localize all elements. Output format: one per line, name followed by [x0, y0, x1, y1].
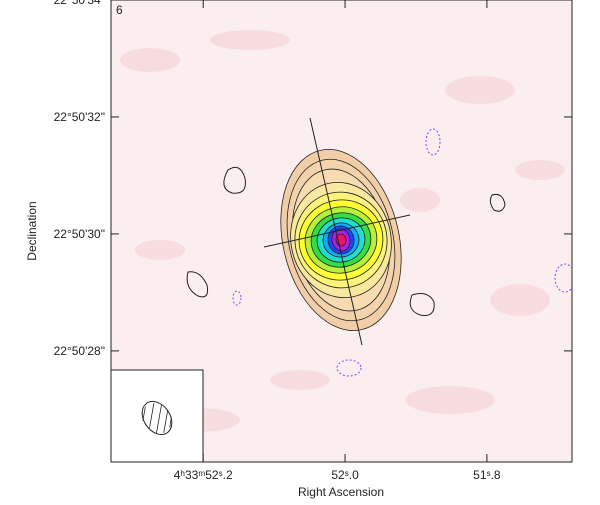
x-tick-label: 52ˢ.0: [331, 468, 359, 482]
x-tick-label: 4ʰ33ᵐ52ˢ.2: [174, 468, 233, 482]
x-tick-label: 51ˢ.8: [473, 468, 501, 482]
y-tick-label: 22°50'32": [54, 110, 105, 124]
y-tick-label: 22°50'34": [54, 0, 105, 7]
plot-frame: [110, 0, 573, 463]
y-tick-label: 22°50'28": [54, 344, 105, 358]
y-axis-label: Declination: [25, 201, 39, 260]
x-axis-label: Right Ascension: [298, 485, 384, 499]
panel-label: 6: [116, 3, 123, 17]
map-image: [111, 0, 572, 462]
y-tick-label: 22°50'30": [54, 227, 105, 241]
